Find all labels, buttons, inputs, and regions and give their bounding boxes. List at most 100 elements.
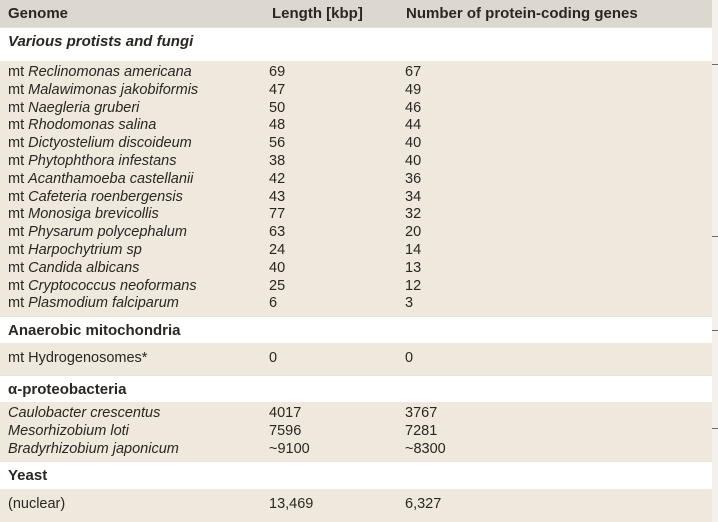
length-cell: 42 [269,170,286,187]
genome-species: Harpochytrium sp [28,241,142,258]
genes-cell: 49 [405,81,422,98]
genome-prefix: mt [8,117,29,134]
genome-prefix: mt [8,188,29,205]
length-cell: 6 [269,295,278,312]
genome-species: Naegleria gruberi [28,99,140,116]
genome-species: Cafeteria roenbergensis [28,188,183,205]
genome-prefix: mt [8,259,29,276]
table-row: mt Physarum polycephalum 63 20 [0,224,712,242]
genes-cell: 40 [405,135,422,152]
genome-species: Acanthamoeba castellanii [28,170,194,187]
section-title-proteobacteria: α-proteobacteria [0,374,712,402]
length-cell: 25 [269,277,286,294]
length-cell: 24 [269,241,286,258]
genes-cell: 7281 [405,422,438,439]
genome-species: Bradyrhizobium japonicum [8,440,179,457]
genome-species: Malawimonas jakobiformis [28,81,199,98]
genes-cell: 12 [405,277,422,294]
genes-cell: 40 [405,152,422,169]
genome-species: Mesorhizobium loti [8,422,129,439]
genome-species: Phytophthora infestans [28,152,177,169]
table-row: mt Harpochytrium sp 24 14 [0,242,712,260]
genes-cell: 46 [405,99,422,116]
header-length: Length [kbp] [272,5,363,22]
genes-cell: 44 [405,117,422,134]
table-row: mt Candida albicans 40 13 [0,260,712,278]
genome-prefix: mt [8,152,29,169]
genome-cell: Mesorhizobium loti [8,423,129,441]
table-row: mt Acanthamoeba castellanii 42 36 [0,171,712,189]
length-cell: 38 [269,152,286,169]
table-row: mt Rhodomonas salina 48 44 [0,117,712,135]
genome-cell: mt Monosiga brevicollis [8,206,159,224]
genome-prefix: mt Hydrogenosomes* [8,350,148,367]
genome-cell: mt Cryptococcus neoformans [8,278,197,296]
edge-tick [712,428,718,429]
length-cell: 47 [269,81,286,98]
table-row: mt Monosiga brevicollis 77 32 [0,206,712,224]
genome-cell: mt Harpochytrium sp [8,242,142,260]
edge-tick [712,236,718,237]
genome-species: Rhodomonas salina [28,117,157,134]
genome-cell: Caulobacter crescentus [8,405,160,423]
genome-prefix: mt [8,64,29,80]
section-body-proteobacteria: Caulobacter crescentus 4017 3767 Mesorhizob… [0,401,712,462]
genes-cell: 20 [405,224,422,241]
genome-prefix: mt [8,81,29,98]
length-cell: 40 [269,259,286,276]
section-body-anaerobic: mt Hydrogenosomes* 0 0 [0,343,712,375]
length-cell: 77 [269,206,286,223]
genome-prefix: mt [8,277,29,294]
genes-cell: 32 [405,206,422,223]
table-row: (nuclear) 13,469 6,327 [0,496,712,514]
genome-cell: mt Naegleria gruberi [8,100,139,118]
length-cell: 50 [269,99,286,116]
genome-prefix: mt [8,99,29,116]
section-title: Various protists and fungi [8,33,194,50]
length-cell: 56 [269,135,286,152]
genome-cell: mt Hydrogenosomes* [8,350,147,368]
table-row: Mesorhizobium loti 7596 7281 [0,423,712,441]
genome-cell: mt Candida albicans [8,260,139,278]
genome-cell: mt Physarum polycephalum [8,224,187,242]
genome-cell: mt Malawimonas jakobiformis [8,82,198,100]
table-header: Genome Length [kbp] Number of protein-co… [0,0,712,27]
genome-prefix: mt [8,295,29,312]
genome-cell: mt Reclinomonas americana [8,64,192,82]
length-cell: 48 [269,117,286,134]
page-edge [712,0,718,522]
table-row: mt Naegleria gruberi 50 46 [0,100,712,118]
genome-cell: Bradyrhizobium japonicum [8,441,179,459]
edge-tick [712,330,718,331]
section-body-yeast: (nuclear) 13,469 6,327 [0,489,712,522]
section-title: α-proteobacteria [8,380,127,398]
table-row: Caulobacter crescentus 4017 3767 [0,405,712,423]
genome-species: Plasmodium falciparum [28,295,179,312]
genes-cell: 13 [405,259,422,276]
length-cell: 43 [269,188,286,205]
genome-cell: (nuclear) [8,496,65,514]
genome-prefix: mt [8,241,29,258]
header-genes: Number of protein-coding genes [406,5,638,22]
genome-prefix: mt [8,170,29,187]
table-row: mt Cryptococcus neoformans 25 12 [0,278,712,296]
length-cell: 0 [269,350,278,367]
table-row: mt Dictyostelium discoideum 56 40 [0,135,712,153]
table-row: mt Reclinomonas americana 69 67 [0,64,712,82]
section-title-anaerobic: Anaerobic mitochondria [0,316,712,344]
genome-cell: mt Cafeteria roenbergensis [8,189,183,207]
genome-cell: mt Phytophthora infestans [8,153,176,171]
genome-species: Dictyostelium discoideum [28,135,192,152]
genes-cell: ~8300 [405,440,446,457]
table-row: Bradyrhizobium japonicum ~9100 ~8300 [0,441,712,459]
length-cell: 63 [269,224,286,241]
genome-cell: mt Rhodomonas salina [8,117,156,135]
genes-cell: 6,327 [405,496,442,513]
genome-prefix: (nuclear) [8,496,66,513]
table-row: mt Plasmodium falciparum 6 3 [0,295,712,313]
section-title-protists: Various protists and fungi [0,27,712,61]
section-body-protists: mt Reclinomonas americana 69 67 mt Malawimo… [0,61,712,317]
length-cell: 7596 [269,422,302,439]
genome-prefix: mt [8,224,29,241]
table-row: mt Cafeteria roenbergensis 43 34 [0,189,712,207]
